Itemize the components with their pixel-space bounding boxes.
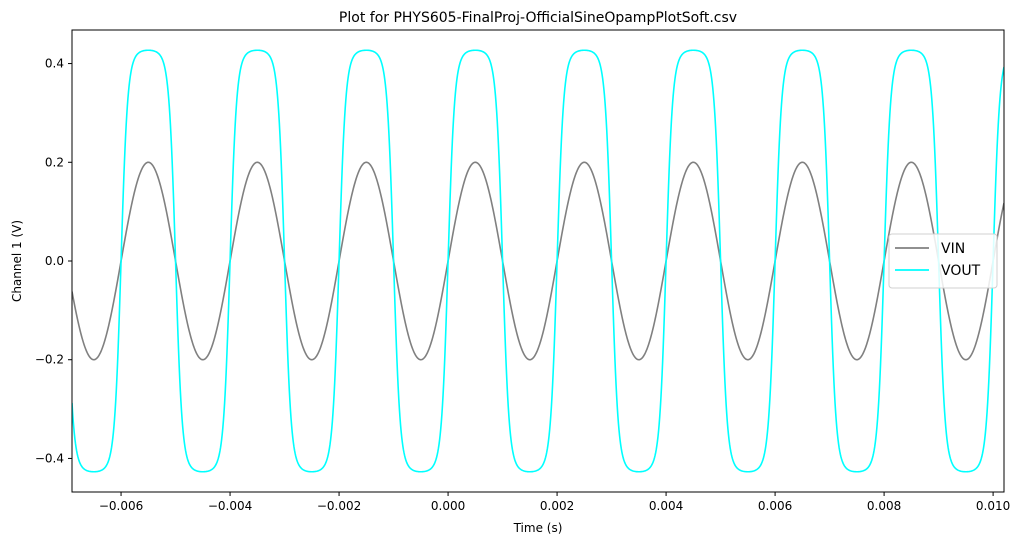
chart-title: Plot for PHYS605-FinalProj-OfficialSineO… — [339, 10, 737, 26]
x-tick-label: −0.002 — [317, 499, 361, 513]
x-tick-label: 0.002 — [540, 499, 574, 513]
y-tick-label: 0.4 — [45, 57, 64, 71]
plot-frame — [71, 29, 1005, 493]
y-tick-label: 0.2 — [45, 155, 64, 169]
y-axis: −0.4 −0.2 0.0 0.2 0.4 — [35, 57, 72, 465]
legend-label-vout: VOUT — [941, 263, 981, 279]
y-tick-label: 0.0 — [45, 254, 64, 268]
x-axis-label: Time (s) — [513, 521, 563, 535]
x-tick-label: 0.000 — [431, 499, 465, 513]
x-axis: −0.006 −0.004 −0.002 0.000 0.002 0.004 0.006 0.… — [99, 492, 1010, 513]
x-tick-label: 0.004 — [649, 499, 683, 513]
x-tick-label: 0.008 — [867, 499, 901, 513]
legend: VIN VOUT — [888, 233, 998, 289]
x-tick-label: −0.006 — [99, 499, 143, 513]
series-line-vin — [72, 161, 1004, 361]
y-tick-label: −0.2 — [35, 353, 64, 367]
x-tick-label: −0.004 — [208, 499, 252, 513]
y-tick-label: −0.4 — [35, 451, 64, 465]
x-tick-label: 0.010 — [976, 499, 1010, 513]
y-axis-label: Channel 1 (V) — [10, 220, 24, 302]
series-line-vout — [72, 49, 1004, 473]
x-tick-label: 0.006 — [758, 499, 792, 513]
series-group — [72, 49, 1004, 473]
legend-label-vin: VIN — [941, 241, 965, 257]
plot-area — [71, 29, 1005, 493]
